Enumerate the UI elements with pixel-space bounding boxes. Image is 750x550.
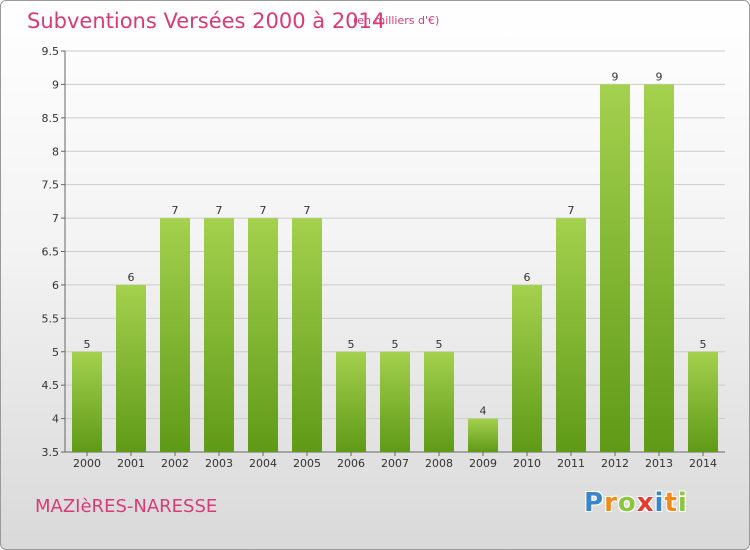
bar (248, 218, 278, 452)
x-tick-label: 2010 (513, 457, 541, 470)
y-tick-label: 5.5 (42, 312, 60, 325)
bar (72, 351, 102, 452)
y-tick-label: 9.5 (42, 45, 60, 58)
bar-value-label: 9 (656, 70, 663, 83)
y-tick-label: 9 (52, 78, 59, 91)
logo-letter: i (654, 488, 665, 518)
bar (644, 84, 674, 453)
x-tick-label: 2014 (689, 457, 717, 470)
proxiti-logo: Proxiti (584, 488, 688, 518)
logo-letter: x (636, 488, 655, 518)
y-tick-label: 4 (52, 413, 59, 426)
logo-letter: o (617, 488, 637, 518)
bar (204, 218, 234, 452)
x-tick-label: 2012 (601, 457, 629, 470)
labels: 5 2000 6 2001 7 2002 7 2003 7 2004 7 2005 5 2006 5 2007… (73, 70, 717, 470)
y-tick-label: 7.5 (42, 179, 60, 192)
x-tick-label: 2009 (469, 457, 497, 470)
bar-value-label: 7 (172, 204, 179, 217)
bar (292, 218, 322, 452)
x-tick-label: 2007 (381, 457, 409, 470)
bar (600, 84, 630, 453)
logo-letter: P (584, 488, 605, 518)
bar (512, 284, 542, 452)
bar-value-label: 5 (348, 338, 355, 351)
y-tick-label: 3.5 (42, 446, 60, 459)
bars (72, 84, 718, 453)
bar-value-label: 7 (304, 204, 311, 217)
x-tick-label: 2004 (249, 457, 277, 470)
y-tick-label: 8.5 (42, 112, 60, 125)
logo-letter: r (604, 488, 618, 518)
x-tick-label: 2008 (425, 457, 453, 470)
logo-letter: t (664, 488, 678, 518)
logo-letter: i (677, 488, 688, 518)
bar (424, 351, 454, 452)
y-tick-label: 5 (52, 346, 59, 359)
x-tick-label: 2001 (117, 457, 145, 470)
bar-value-label: 6 (524, 271, 531, 284)
bar (160, 218, 190, 452)
bar (336, 351, 366, 452)
bar-value-label: 7 (568, 204, 575, 217)
y-tick-label: 6 (52, 279, 59, 292)
chart-title: Subventions Versées 2000 à 2014 (27, 9, 386, 33)
bar-value-label: 5 (392, 338, 399, 351)
bar-value-label: 7 (260, 204, 267, 217)
bar (688, 351, 718, 452)
bar (116, 284, 146, 452)
x-tick-label: 2006 (337, 457, 365, 470)
x-tick-label: 2000 (73, 457, 101, 470)
bar-value-label: 5 (700, 338, 707, 351)
bar-value-label: 5 (84, 338, 91, 351)
x-tick-label: 2011 (557, 457, 585, 470)
bar (556, 218, 586, 452)
chart-unit: (en milliers d'€) (353, 14, 440, 27)
x-tick-label: 2013 (645, 457, 673, 470)
bar (380, 351, 410, 452)
bar (468, 418, 498, 452)
x-tick-label: 2002 (161, 457, 189, 470)
x-tick-label: 2003 (205, 457, 233, 470)
x-tick-label: 2005 (293, 457, 321, 470)
town-name: MAZIèRES-NARESSE (35, 496, 218, 517)
y-tick-label: 4.5 (42, 379, 60, 392)
bar-value-label: 7 (216, 204, 223, 217)
y-tick-label: 7 (52, 212, 59, 225)
bar-value-label: 5 (436, 338, 443, 351)
y-tick-label: 8 (52, 145, 59, 158)
bar-value-label: 9 (612, 70, 619, 83)
bar-value-label: 6 (128, 271, 135, 284)
bar-value-label: 4 (480, 405, 487, 418)
y-tick-label: 6.5 (42, 246, 60, 259)
